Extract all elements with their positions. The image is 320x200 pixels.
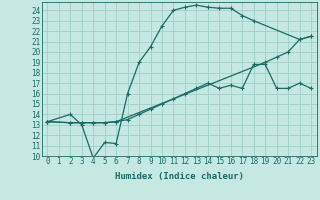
X-axis label: Humidex (Indice chaleur): Humidex (Indice chaleur) xyxy=(115,172,244,181)
